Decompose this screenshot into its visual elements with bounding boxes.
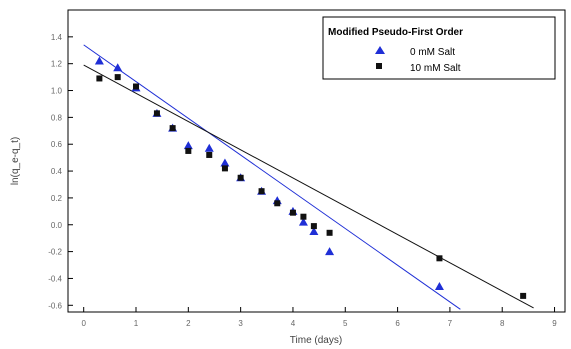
x-axis-title: Time (days) [290,335,342,346]
point-10mm [326,229,333,236]
x-tick-label: 6 [395,319,400,328]
point-10mm [237,174,244,181]
x-tick-label: 5 [343,319,348,328]
y-tick-label: -0.6 [48,301,62,310]
point-0mm [204,143,214,152]
point-10mm [169,125,176,132]
x-tick-label: 8 [500,319,505,328]
x-tick-label: 4 [291,319,296,328]
legend-marker-square [376,63,382,69]
point-10mm [520,292,527,299]
point-10mm [153,110,160,117]
y-tick-label: 0.0 [51,221,63,230]
legend-title: Modified Pseudo-First Order [328,27,463,38]
point-10mm [96,75,103,82]
y-tick-label: 1.4 [51,33,63,42]
point-10mm [289,209,296,216]
point-10mm [300,213,307,220]
y-tick-label: 0.4 [51,167,63,176]
fit-line-10mm [83,64,534,309]
x-tick-label: 3 [238,319,243,328]
point-10mm [221,165,228,172]
fit-lines [83,44,534,310]
point-10mm [114,74,121,81]
y-tick-label: 0.2 [51,194,63,203]
point-0mm [113,63,123,72]
point-0mm [434,281,444,290]
legend-box [322,16,556,80]
data-points [94,56,527,299]
point-0mm [298,217,308,226]
legend-label-0mm: 0 mM Salt [410,47,455,58]
x-tick-label: 1 [134,319,139,328]
legend: Modified Pseudo-First Order 0 mM Salt 10… [322,16,556,80]
y-tick-label: 1.0 [51,87,63,96]
y-axis-title: ln(q_e-q_t) [10,137,21,185]
point-10mm [133,83,140,90]
point-10mm [206,151,213,158]
y-tick-label: 0.8 [51,113,63,122]
x-tick-label: 2 [186,319,191,328]
point-10mm [436,255,443,262]
axes-layer: 0 1 2 3 4 5 6 7 8 9 -0.6 -0.4 -0.2 0.0 0.2 0.4 0.6 0.8 1.0… [48,33,557,328]
x-tick-label: 0 [81,319,86,328]
legend-marker-triangle [375,46,385,54]
point-10mm [310,223,317,230]
y-tick-label: 1.2 [51,60,63,69]
x-tick-label: 7 [448,319,453,328]
y-tick-label: -0.4 [48,274,62,283]
x-tick-label: 9 [552,319,557,328]
point-0mm [220,158,230,167]
legend-label-10mm: 10 mM Salt [410,63,461,74]
point-10mm [258,188,265,195]
y-tick-label: 0.6 [51,140,63,149]
y-tick-label: -0.2 [48,248,62,257]
point-10mm [274,200,281,207]
point-0mm [309,226,319,235]
fit-line-0mm [83,44,461,310]
point-0mm [94,56,104,65]
point-10mm [185,147,192,154]
point-0mm [325,247,335,256]
point-0mm [183,141,193,150]
